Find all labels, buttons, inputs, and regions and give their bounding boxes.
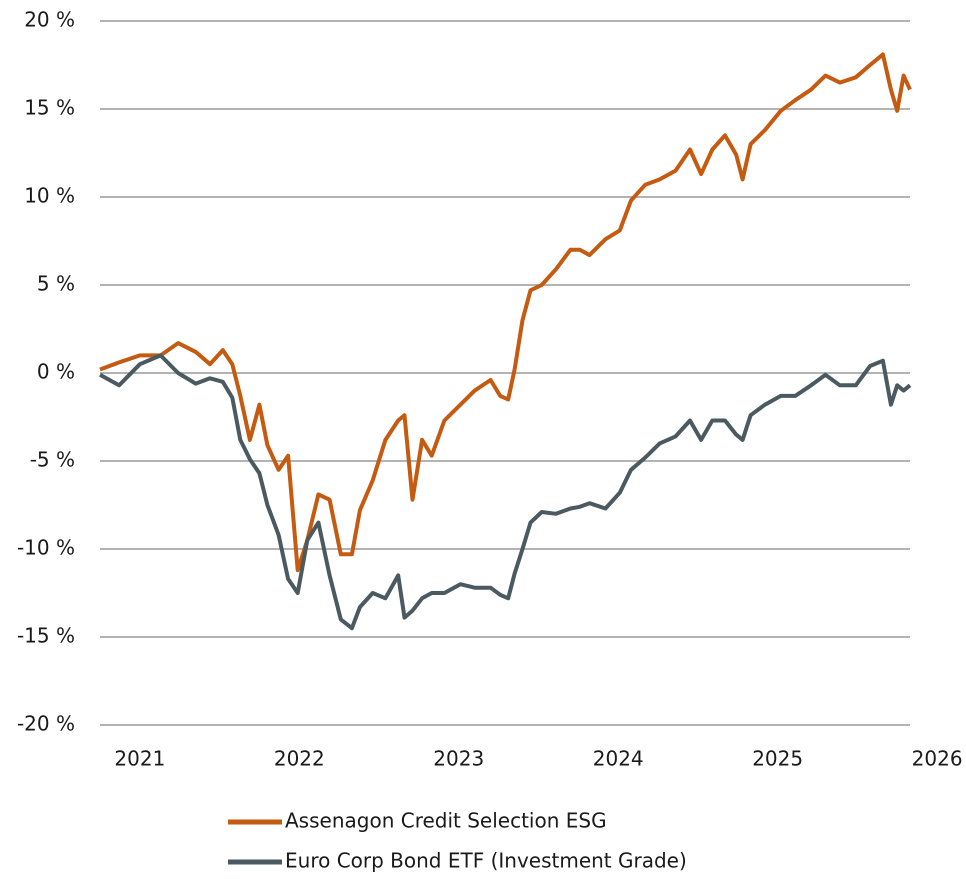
x-tick-label: 2024	[593, 747, 644, 771]
y-tick-label: -20 %	[17, 712, 75, 736]
y-tick-label: 5 %	[37, 272, 75, 296]
x-tick-label: 2026	[912, 747, 963, 771]
x-tick-label: 2021	[114, 747, 165, 771]
y-tick-label: 20 %	[24, 8, 75, 32]
y-tick-label: 15 %	[24, 96, 75, 120]
x-tick-label: 2023	[433, 747, 484, 771]
series-line	[99, 52, 912, 573]
y-tick-label: -15 %	[17, 624, 75, 648]
y-tick-label: 10 %	[24, 184, 75, 208]
x-tick-label: 2022	[274, 747, 325, 771]
y-tick-label: -10 %	[17, 536, 75, 560]
legend-label: Assenagon Credit Selection ESG	[285, 809, 607, 833]
y-tick-label: 0 %	[37, 360, 75, 384]
series-line	[99, 353, 912, 631]
x-tick-label: 2025	[752, 747, 803, 771]
legend-label: Euro Corp Bond ETF (Investment Grade)	[285, 849, 687, 873]
y-tick-label: -5 %	[30, 448, 75, 472]
